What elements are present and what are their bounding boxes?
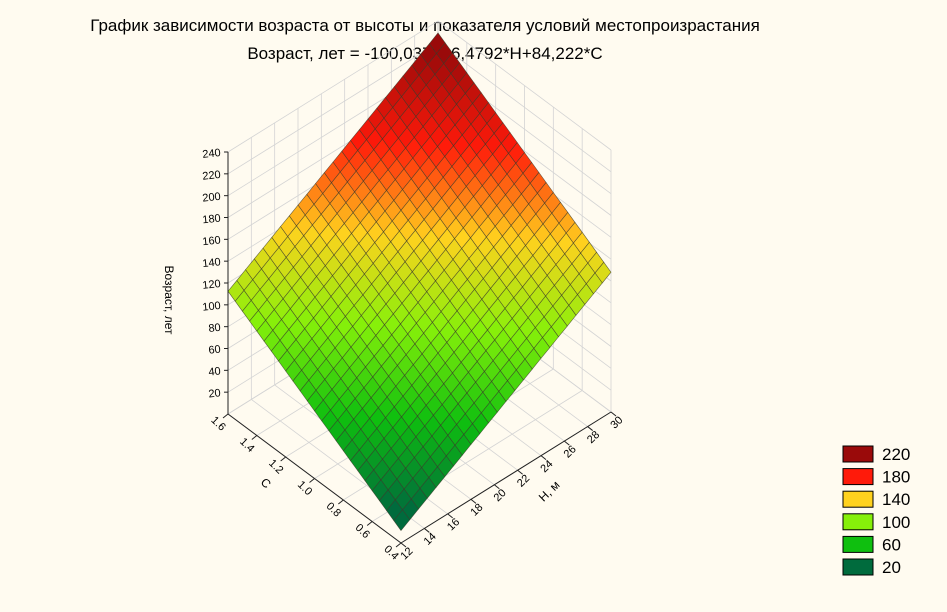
- x-tick-mark: [494, 484, 500, 490]
- y-tick-mark: [366, 521, 373, 526]
- x-tick-label: 24: [538, 458, 555, 475]
- z-tick-label: 60: [208, 344, 221, 357]
- x-tick-label: 16: [445, 516, 462, 533]
- x-tick-label: 20: [492, 487, 509, 504]
- x-tick-label: 28: [585, 429, 602, 446]
- z-tick-label: 80: [208, 322, 221, 335]
- x-tick-label: 14: [422, 531, 439, 548]
- surface-cell: [393, 509, 411, 532]
- x-tick-label: 18: [468, 502, 485, 519]
- plot-box: 121416182022242628300.40.60.81.01.21.41.…: [202, 20, 625, 562]
- legend-label: 220: [882, 445, 910, 464]
- legend-label: 100: [882, 513, 910, 532]
- z-tick-label: 220: [202, 169, 222, 183]
- x-tick-label: 26: [562, 443, 579, 460]
- surface-layer: [227, 32, 612, 532]
- x-axis-line: [400, 411, 612, 544]
- x-tick-label: 30: [608, 414, 625, 431]
- y-tick-mark: [251, 435, 258, 440]
- grid-line: [227, 42, 439, 175]
- z-tick-label: 100: [202, 300, 222, 314]
- legend-label: 60: [882, 535, 901, 554]
- legend-swatch: [842, 468, 874, 486]
- legend: 220 180 140 100 60 20: [842, 445, 910, 577]
- legend-swatch: [842, 445, 874, 463]
- x-tick-mark: [517, 469, 523, 475]
- legend-swatch: [842, 490, 874, 508]
- legend-label: 20: [882, 558, 901, 577]
- z-tick-label: 240: [202, 147, 222, 161]
- chart-title: График зависимости возраста от высоты и …: [90, 16, 760, 35]
- legend-swatch: [842, 513, 874, 531]
- z-tick-label: 200: [202, 191, 222, 205]
- y-tick-mark: [309, 478, 315, 483]
- y-tick-mark: [222, 413, 229, 419]
- legend-label: 180: [882, 468, 910, 487]
- x-tick-mark: [540, 455, 547, 461]
- z-tick-label: 40: [208, 365, 221, 378]
- y-tick-mark: [338, 499, 344, 505]
- z-tick-label: 140: [202, 256, 222, 270]
- z-tick-label: 120: [202, 278, 222, 292]
- z-axis-label: Возраст, лет: [162, 266, 176, 336]
- x-axis-label: H, м: [536, 478, 563, 504]
- z-tick-label: 180: [202, 213, 222, 227]
- x-tick-label: 12: [398, 545, 415, 562]
- legend-swatch: [842, 558, 874, 576]
- x-tick-mark: [447, 513, 453, 519]
- z-tick-label: 160: [202, 234, 222, 248]
- x-tick-label: 22: [515, 472, 532, 489]
- x-tick-mark: [400, 542, 407, 548]
- y-axis-label: C: [258, 475, 274, 491]
- x-tick-mark: [470, 498, 477, 504]
- y-tick-mark: [280, 456, 286, 462]
- x-tick-mark: [564, 440, 570, 446]
- x-tick-mark: [610, 411, 617, 417]
- legend-swatch: [842, 535, 874, 553]
- z-tick-label: 20: [208, 387, 221, 400]
- x-tick-mark: [424, 528, 430, 533]
- grid-line: [227, 20, 439, 153]
- y-tick-mark: [395, 542, 402, 548]
- x-tick-mark: [587, 426, 593, 431]
- legend-label: 140: [882, 490, 910, 509]
